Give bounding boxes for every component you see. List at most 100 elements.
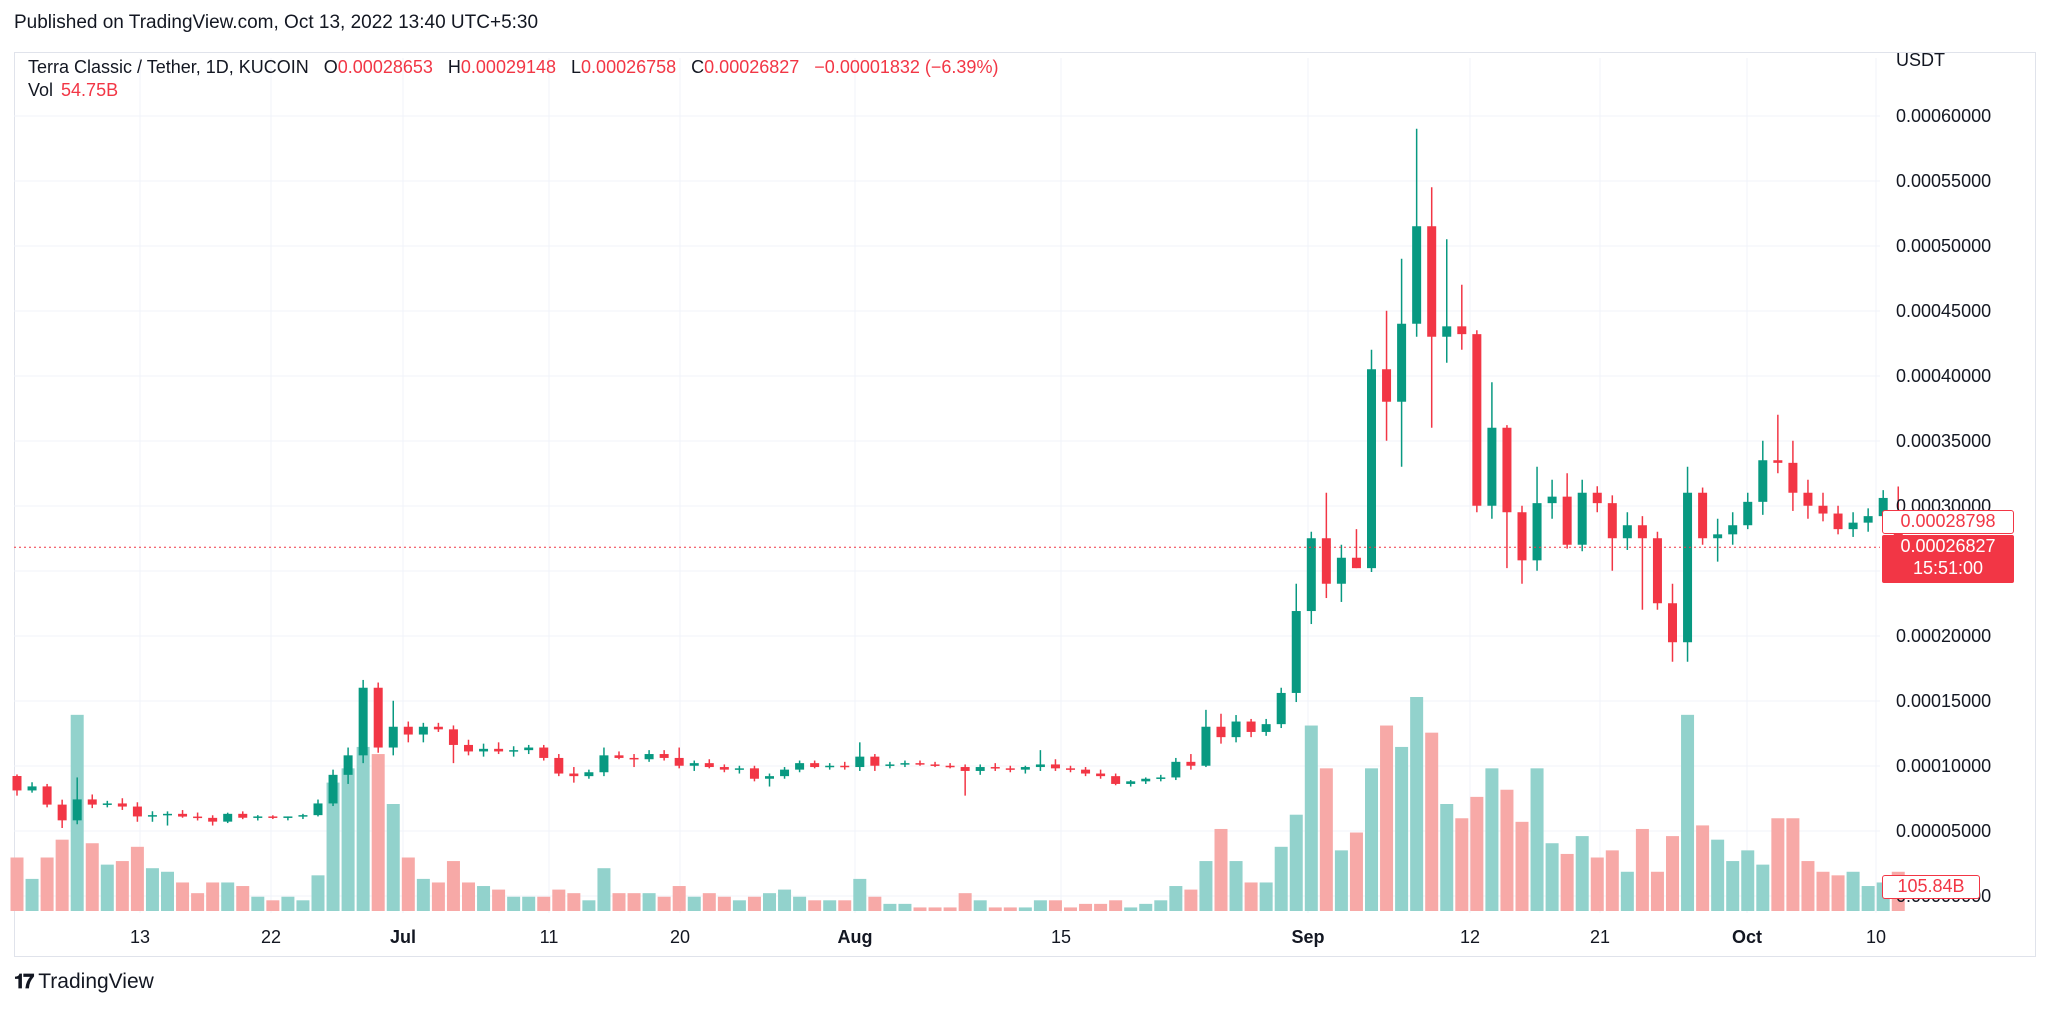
candle-body[interactable]: [223, 813, 233, 822]
candle-body[interactable]: [1457, 326, 1467, 335]
candle-body[interactable]: [1020, 767, 1030, 770]
candle-body[interactable]: [1111, 776, 1121, 784]
candle-body[interactable]: [1652, 538, 1662, 604]
candle-body[interactable]: [930, 764, 940, 766]
candle-body[interactable]: [1698, 492, 1708, 539]
candle-body[interactable]: [855, 756, 865, 768]
candle-body[interactable]: [915, 763, 925, 765]
candle-body[interactable]: [1412, 226, 1422, 324]
candle-body[interactable]: [102, 803, 112, 805]
candle-body[interactable]: [238, 813, 248, 818]
candle-body[interactable]: [1788, 462, 1798, 493]
candle-body[interactable]: [1562, 496, 1572, 545]
candle-body[interactable]: [1427, 226, 1437, 337]
candle-body[interactable]: [780, 769, 790, 777]
candle-body[interactable]: [358, 687, 368, 756]
candle-body[interactable]: [117, 803, 127, 807]
candle-body[interactable]: [1321, 538, 1331, 584]
candle-body[interactable]: [1863, 516, 1873, 523]
candle-body[interactable]: [1035, 764, 1045, 768]
candle-body[interactable]: [448, 729, 458, 745]
candle-body[interactable]: [163, 813, 172, 816]
candle-body[interactable]: [72, 799, 82, 821]
candle-body[interactable]: [1803, 492, 1813, 506]
candle-body[interactable]: [704, 763, 714, 768]
candle-body[interactable]: [1547, 496, 1557, 504]
candle-body[interactable]: [614, 755, 624, 758]
candle-body[interactable]: [1532, 503, 1542, 561]
candle-body[interactable]: [1367, 369, 1376, 569]
candle-body[interactable]: [1773, 460, 1783, 463]
candle-body[interactable]: [1081, 769, 1091, 774]
candle-body[interactable]: [1818, 505, 1828, 514]
candle-body[interactable]: [1336, 557, 1346, 584]
candle-body[interactable]: [539, 747, 549, 758]
candle-body[interactable]: [403, 726, 413, 735]
candle-body[interactable]: [1291, 611, 1301, 693]
candle-body[interactable]: [749, 768, 759, 779]
candle-body[interactable]: [1728, 525, 1738, 535]
candle-body[interactable]: [1683, 492, 1693, 643]
candle-body[interactable]: [1487, 427, 1497, 506]
candle-body[interactable]: [1050, 764, 1060, 769]
candle-body[interactable]: [1186, 761, 1196, 766]
candle-body[interactable]: [1637, 525, 1647, 539]
candle-body[interactable]: [1397, 323, 1407, 402]
candle-body[interactable]: [298, 815, 308, 817]
candle-body[interactable]: [178, 813, 188, 817]
candle-body[interactable]: [418, 726, 428, 735]
candle-body[interactable]: [509, 750, 519, 752]
candle-body[interactable]: [208, 817, 218, 822]
candle-body[interactable]: [599, 755, 609, 773]
candle-body[interactable]: [1577, 492, 1587, 545]
candle-body[interactable]: [584, 772, 594, 777]
candle-body[interactable]: [433, 726, 443, 730]
candle-body[interactable]: [12, 776, 22, 791]
candle-body[interactable]: [945, 765, 955, 768]
candle-body[interactable]: [840, 765, 850, 768]
candle-body[interactable]: [734, 768, 744, 770]
candle-body[interactable]: [1668, 603, 1677, 643]
candle-body[interactable]: [569, 773, 579, 777]
candle-body[interactable]: [1141, 778, 1151, 782]
candle-body[interactable]: [1382, 369, 1392, 402]
candle-body[interactable]: [1171, 761, 1181, 778]
candle-body[interactable]: [42, 786, 52, 805]
candle-body[interactable]: [1592, 492, 1602, 504]
candle-body[interactable]: [825, 765, 835, 768]
candle-body[interactable]: [990, 767, 1000, 769]
candle-body[interactable]: [1713, 534, 1723, 539]
candle-body[interactable]: [719, 767, 729, 770]
candle-body[interactable]: [479, 748, 489, 752]
candle-body[interactable]: [1096, 773, 1106, 777]
candle-body[interactable]: [810, 763, 820, 768]
candle-body[interactable]: [313, 803, 323, 816]
candle-body[interactable]: [1833, 513, 1843, 530]
candle-body[interactable]: [900, 763, 910, 765]
candle-body[interactable]: [689, 763, 699, 766]
candle-body[interactable]: [975, 767, 985, 771]
candle-body[interactable]: [1005, 768, 1015, 770]
candle-body[interactable]: [1472, 334, 1482, 506]
candle-body[interactable]: [629, 757, 639, 760]
candle-body[interactable]: [283, 816, 293, 818]
candle-body[interactable]: [57, 804, 67, 821]
candle-body[interactable]: [1156, 777, 1166, 779]
candle-body[interactable]: [524, 747, 534, 751]
candle-body[interactable]: [960, 767, 970, 771]
candle-body[interactable]: [1276, 692, 1286, 725]
candle-body[interactable]: [388, 726, 398, 748]
candle-body[interactable]: [27, 786, 37, 791]
candle-body[interactable]: [870, 756, 880, 766]
footer-brand[interactable]: 𝟏𝟕 TradingView: [14, 970, 154, 994]
candle-body[interactable]: [1231, 721, 1241, 738]
candle-body[interactable]: [147, 815, 157, 817]
candle-body[interactable]: [1878, 497, 1888, 517]
candle-body[interactable]: [1743, 501, 1753, 526]
candle-body[interactable]: [1201, 726, 1211, 766]
candle-body[interactable]: [328, 774, 338, 804]
candle-body[interactable]: [795, 763, 805, 770]
candle-body[interactable]: [644, 754, 654, 760]
candle-body[interactable]: [1517, 512, 1527, 561]
